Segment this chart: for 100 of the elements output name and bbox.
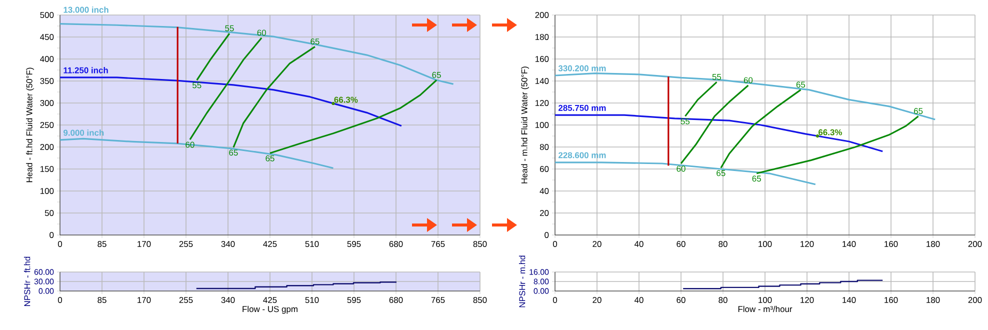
y-tick-label: 200 — [535, 12, 549, 18]
x-tick-label: 170 — [138, 297, 151, 304]
series-label: 285.750 mm — [558, 104, 606, 111]
line-series — [189, 37, 262, 140]
text: 60 — [186, 142, 194, 148]
x-tick-label: 160 — [884, 297, 898, 304]
x-tick-label: 0 — [552, 297, 558, 304]
x-tick-label: 255 — [179, 241, 193, 248]
x-tick-label: 100 — [758, 297, 772, 304]
y-tick-label: 100 — [40, 188, 54, 194]
x-tick-label: 425 — [263, 297, 277, 304]
y-tick-label: 60 — [540, 166, 549, 172]
y-tick-label: 0 — [50, 232, 54, 238]
line-series — [59, 138, 334, 169]
y-tick-label: 400 — [40, 56, 54, 62]
x-tick-label: 425 — [263, 241, 277, 248]
x-tick-label: 850 — [473, 241, 487, 248]
y-tick-label: 120 — [536, 100, 549, 106]
y-tick-label: 40 — [540, 188, 549, 194]
x-tick-label: 100 — [758, 241, 772, 248]
y-tick-label: 350 — [40, 78, 54, 84]
y-tick-label: 80 — [540, 144, 549, 150]
x-axis-title: Flow - US gpm — [242, 306, 298, 314]
x-tick-label: 765 — [431, 297, 445, 304]
y-axis-title: Head - m.hd Fluid Water (50°F) — [521, 66, 530, 184]
line-series — [554, 114, 884, 152]
x-tick-label: 340 — [221, 297, 235, 304]
y-tick-label: 150 — [40, 166, 54, 172]
series-label: 228.600 mm — [558, 152, 606, 158]
x-tick-label: 0 — [58, 241, 62, 248]
x-tick-label: 200 — [968, 297, 982, 304]
x-tick-label: 20 — [592, 297, 602, 304]
x-tick-label: 120 — [800, 297, 814, 304]
y-tick-label: 50 — [44, 210, 54, 216]
x-tick-label: 765 — [431, 241, 445, 248]
annotation: 66.3% — [334, 96, 358, 103]
line-series — [680, 84, 750, 164]
line-series — [269, 79, 438, 154]
line-series — [720, 89, 802, 169]
y-axis-title: NPSHr - ft.hd — [24, 256, 30, 306]
y-tick-label: 500 — [40, 12, 54, 18]
x-tick-label: 40 — [634, 241, 644, 248]
text: 65 — [716, 170, 726, 176]
x-tick-label: 85 — [98, 297, 106, 304]
x-tick-label: 60 — [676, 297, 686, 304]
x-tick-label: 120 — [800, 241, 814, 248]
x-tick-label: 180 — [926, 297, 940, 304]
series-label: 65 — [266, 155, 274, 162]
y-tick-label: 100 — [536, 122, 549, 128]
y-tick-label: 450 — [40, 34, 54, 40]
series-label: 55 — [712, 74, 722, 80]
line-series — [756, 115, 920, 174]
series-label: 60 — [744, 77, 753, 84]
x-tick-label: 80 — [718, 241, 728, 248]
series-label: 13.000 inch — [64, 6, 108, 13]
y-axis-title: NPSHr - m.hd — [518, 256, 526, 308]
y-tick-label: 200 — [40, 144, 54, 150]
y-axis-title: Head - ft.hd Fluid Water (50°F) — [26, 68, 34, 182]
x-tick-label: 0 — [552, 241, 558, 248]
x-tick-label: 680 — [389, 241, 403, 248]
y-tick-label: 300 — [40, 100, 54, 106]
y-tick-label: 0 — [544, 232, 549, 238]
series-label: 55 — [225, 25, 234, 32]
y-tick-label: 180 — [536, 34, 549, 40]
y-tick-label: 160 — [536, 56, 549, 62]
x-tick-label: 85 — [98, 241, 106, 248]
series-label: 60 — [257, 30, 266, 36]
series-label: 65 — [752, 176, 761, 182]
line-series — [59, 76, 402, 127]
annotation: 66.3% — [818, 129, 842, 136]
x-tick-label: 180 — [926, 241, 940, 248]
x-tick-label: 60 — [676, 241, 686, 248]
y-tick-label: 140 — [536, 78, 549, 84]
x-tick-label: 170 — [138, 241, 151, 248]
text: 55 — [680, 118, 690, 124]
x-tick-label: 80 — [718, 297, 728, 304]
x-axis-title: Flow - m³/hour — [738, 306, 792, 312]
text: 65 — [914, 108, 923, 114]
x-tick-label: 850 — [473, 297, 487, 304]
x-tick-label: 340 — [221, 241, 235, 248]
x-tick-label: 595 — [347, 297, 361, 304]
text: 60 — [676, 166, 686, 172]
series-label: 65 — [796, 82, 806, 88]
x-tick-label: 510 — [305, 297, 319, 304]
series-label: 9.000 inch — [64, 130, 104, 136]
x-tick-label: 20 — [592, 241, 602, 248]
series-label: 330.200 mm — [558, 65, 606, 72]
x-tick-label: 255 — [179, 297, 193, 304]
x-tick-label: 200 — [968, 241, 982, 248]
x-tick-label: 160 — [884, 241, 898, 248]
x-tick-label: 680 — [389, 297, 403, 304]
line-series — [554, 162, 816, 186]
line-series — [232, 46, 316, 148]
y-tick-label: 250 — [40, 122, 54, 128]
text: 65 — [432, 72, 441, 78]
x-tick-label: 140 — [842, 297, 856, 304]
x-tick-label: 510 — [305, 241, 319, 248]
text: 65 — [229, 150, 238, 156]
text: 55 — [192, 82, 202, 88]
series-label: 65 — [310, 38, 320, 44]
